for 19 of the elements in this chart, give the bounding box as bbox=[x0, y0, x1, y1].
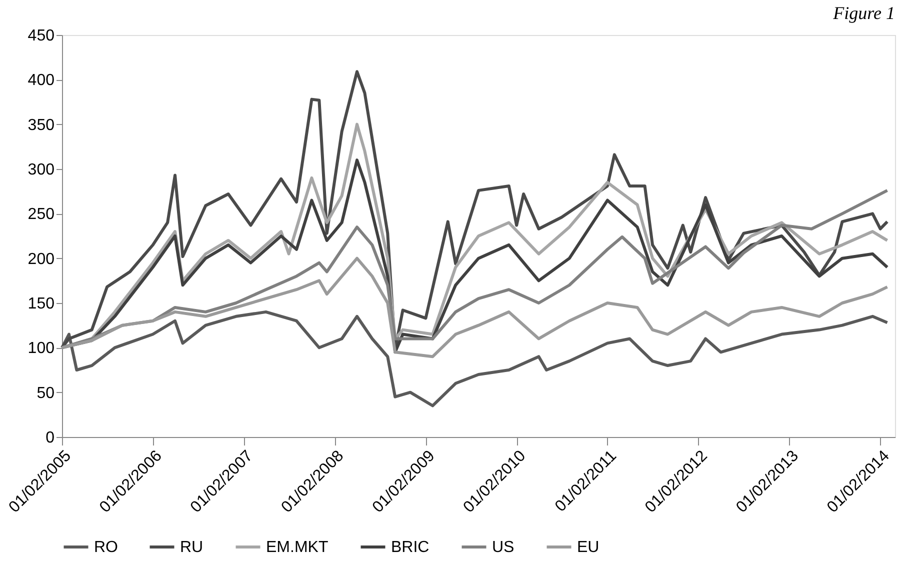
legend-label: US bbox=[492, 539, 514, 556]
legend-label: BRIC bbox=[391, 539, 430, 556]
y-tick-label: 0 bbox=[46, 430, 55, 446]
y-tick-label: 400 bbox=[28, 72, 55, 90]
y-tick-label: 100 bbox=[28, 340, 55, 358]
y-tick-label: 350 bbox=[28, 116, 55, 134]
y-tick-label: 50 bbox=[36, 384, 55, 402]
line-series bbox=[60, 188, 889, 350]
legend-label: RO bbox=[94, 539, 118, 556]
y-tick-label: 300 bbox=[28, 162, 55, 178]
y-tick-label: 150 bbox=[28, 296, 55, 312]
line-series bbox=[60, 310, 889, 408]
legend-label: RU bbox=[180, 539, 204, 556]
y-tick-label: 450 bbox=[28, 28, 55, 44]
chart-title: Figure 1 bbox=[832, 3, 895, 23]
legend-label: EU bbox=[577, 539, 600, 556]
y-tick-label: 250 bbox=[28, 206, 55, 224]
y-tick-label: 200 bbox=[28, 250, 55, 268]
legend-label: EM.MKT bbox=[266, 539, 328, 556]
